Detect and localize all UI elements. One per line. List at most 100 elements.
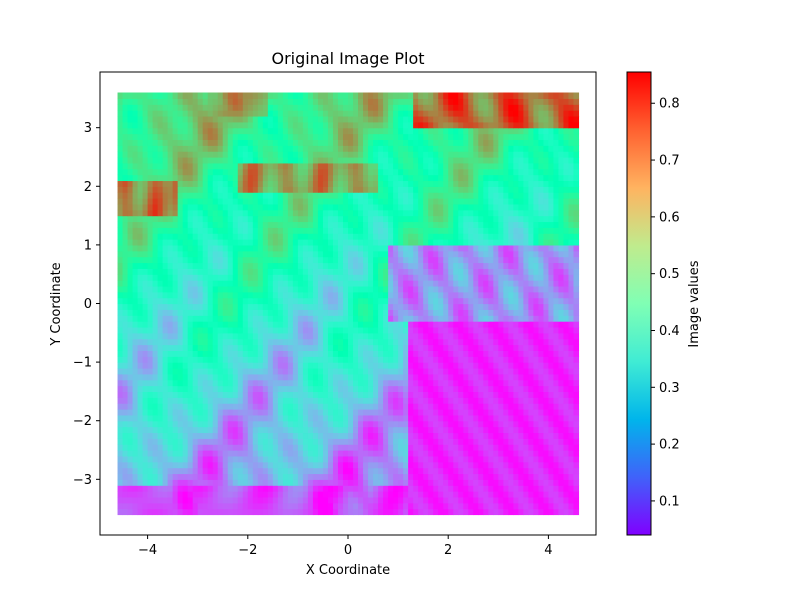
heatmap-cell <box>262 356 269 363</box>
heatmap-cell <box>257 356 264 363</box>
heatmap-cell <box>232 491 239 498</box>
heatmap-cell <box>558 385 565 393</box>
heatmap-cell <box>232 473 239 480</box>
heatmap-cell <box>408 496 414 504</box>
heatmap-cell <box>202 362 209 369</box>
heatmap-cell <box>513 479 519 486</box>
heatmap-cell <box>327 502 334 510</box>
heatmap-cell <box>383 479 389 486</box>
heatmap-cell <box>548 285 555 293</box>
heatmap-cell <box>147 438 154 445</box>
heatmap-cell <box>142 239 149 246</box>
heatmap-cell <box>488 479 494 486</box>
heatmap-cell <box>157 244 164 252</box>
heatmap-cell <box>282 450 289 457</box>
heatmap-cell <box>317 420 324 428</box>
heatmap-cell <box>267 262 274 269</box>
heatmap-cell <box>453 250 459 258</box>
heatmap-cell <box>187 332 194 340</box>
heatmap-cell <box>543 356 549 363</box>
heatmap-cell <box>383 321 389 328</box>
heatmap-cell <box>503 250 509 258</box>
heatmap-cell <box>182 362 189 369</box>
heatmap-cell <box>488 438 494 445</box>
heatmap-cell <box>212 350 219 357</box>
heatmap-cell <box>227 467 234 475</box>
heatmap-cell <box>262 309 269 316</box>
heatmap-cell <box>237 326 244 334</box>
heatmap-cell <box>398 385 404 393</box>
heatmap-cell <box>117 496 124 504</box>
heatmap-cell <box>358 315 364 322</box>
heatmap-cell <box>117 438 124 445</box>
heatmap-cell <box>513 297 519 305</box>
heatmap-cell <box>443 356 449 363</box>
heatmap-cell <box>127 332 134 340</box>
heatmap-cell <box>408 467 414 475</box>
heatmap-cell <box>137 385 144 393</box>
heatmap-cell <box>513 496 519 504</box>
heatmap-cell <box>257 420 264 428</box>
heatmap-cell <box>468 373 474 381</box>
heatmap-cell <box>292 403 299 410</box>
heatmap-cell <box>498 385 504 393</box>
heatmap-cell <box>478 303 484 310</box>
heatmap-cell <box>312 315 319 322</box>
heatmap-cell <box>227 379 234 387</box>
heatmap-cell <box>503 297 509 305</box>
heatmap-cell <box>157 338 164 346</box>
heatmap-cell <box>428 502 434 510</box>
heatmap-cell <box>297 256 304 264</box>
heatmap-cell <box>127 403 134 410</box>
heatmap-cell <box>232 338 239 346</box>
heatmap-cell <box>272 385 279 393</box>
heatmap-cell <box>533 356 539 363</box>
heatmap-cell <box>393 450 399 457</box>
heatmap-cell <box>222 315 229 322</box>
heatmap-cell <box>127 309 134 316</box>
heatmap-cell <box>262 209 269 217</box>
heatmap-cell <box>217 408 224 416</box>
heatmap-cell <box>312 338 319 346</box>
heatmap-cell <box>177 461 184 469</box>
heatmap-cell <box>503 326 509 334</box>
heatmap-cell <box>212 268 219 275</box>
heatmap-cell <box>433 209 439 217</box>
heatmap-cell <box>453 432 459 439</box>
heatmap-cell <box>468 385 474 393</box>
heatmap-cell <box>297 508 304 516</box>
heatmap-cell <box>548 473 555 480</box>
heatmap-cell <box>207 321 214 328</box>
heatmap-cell <box>217 420 224 428</box>
heatmap-cell <box>312 508 319 516</box>
heatmap-cell <box>307 444 314 451</box>
heatmap-cell <box>242 444 249 451</box>
heatmap-cell <box>393 426 399 434</box>
heatmap-cell <box>508 209 514 217</box>
heatmap-cell <box>282 338 289 346</box>
heatmap-cell <box>137 496 144 504</box>
heatmap-cell <box>142 461 149 469</box>
heatmap-cell <box>187 215 194 223</box>
heatmap-cell <box>388 274 394 281</box>
heatmap-cell <box>418 203 424 211</box>
heatmap-cell <box>473 239 479 246</box>
heatmap-cell <box>563 291 570 299</box>
heatmap-cell <box>227 450 234 457</box>
heatmap-cell <box>192 444 199 451</box>
heatmap-cell <box>207 344 214 351</box>
heatmap-cell <box>443 262 449 269</box>
heatmap-cell <box>237 209 244 217</box>
heatmap-cell <box>478 385 484 393</box>
heatmap-cell <box>172 479 179 486</box>
heatmap-cell <box>212 198 219 205</box>
heatmap-cell <box>252 268 259 275</box>
heatmap-cell <box>503 385 509 393</box>
heatmap-cell <box>363 315 369 322</box>
heatmap-cell <box>408 309 414 316</box>
heatmap-cell <box>157 467 164 475</box>
heatmap-cell <box>348 385 354 393</box>
heatmap-cell <box>488 350 494 357</box>
heatmap-cell <box>212 303 219 310</box>
heatmap-cell <box>247 473 254 480</box>
